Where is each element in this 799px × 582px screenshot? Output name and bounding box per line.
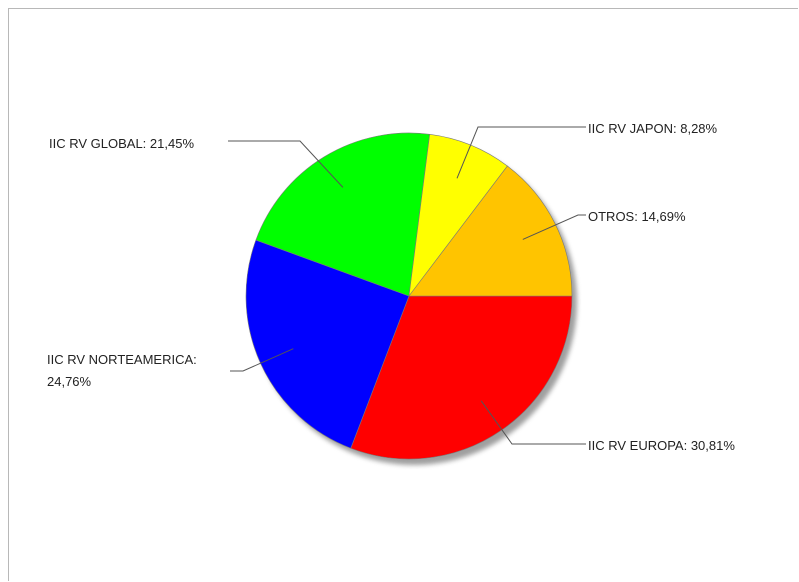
label-iic-rv-global: IIC RV GLOBAL: 21,45% (49, 136, 194, 151)
label-iic-rv-europa: IIC RV EUROPA: 30,81% (588, 438, 735, 453)
label-iic-rv-japon: IIC RV JAPON: 8,28% (588, 121, 718, 136)
pie-slices (245, 132, 573, 460)
leader-line-iic-rv-europa (480, 400, 586, 445)
label-iic-rv-norteamerica: IIC RV NORTEAMERICA: (47, 352, 197, 367)
leader-line-iic-rv-norteamerica (230, 348, 294, 372)
leader-lines (228, 126, 586, 445)
slice-iic-rv-europa (350, 295, 573, 460)
slice-iic-rv-global (255, 132, 431, 297)
leader-line-iic-rv-japon (456, 126, 586, 179)
label-otros: OTROS: 14,69% (588, 209, 686, 224)
slice-otros (408, 165, 573, 297)
leader-line-otros (522, 214, 586, 240)
label-iic-rv-norteamerica-value: 24,76% (47, 374, 92, 389)
leader-line-iic-rv-global (228, 140, 344, 188)
